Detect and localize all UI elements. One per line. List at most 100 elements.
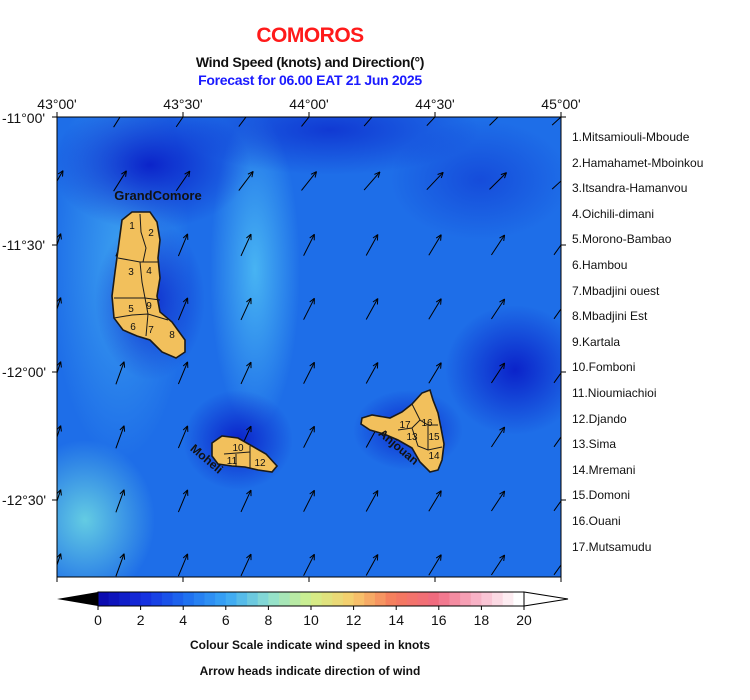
colour-scale-cell [460, 592, 472, 606]
wind-arrow [365, 234, 379, 256]
colour-scale-caption: Colour Scale indicate wind speed in knot… [189, 638, 431, 652]
colour-scale-cell [225, 592, 237, 606]
colour-scale-cell [268, 592, 280, 606]
wind-arrow [363, 171, 381, 191]
colour-scale-tick-label: 0 [94, 612, 102, 628]
colour-scale-cell [311, 592, 323, 606]
legend-item: 15.Domoni [572, 488, 631, 503]
wind-arrow [240, 553, 252, 577]
wind-arrow [303, 233, 315, 256]
wind-arrow [115, 553, 126, 577]
colour-scale-tick-label: 2 [137, 612, 145, 628]
wind-arrow [240, 361, 252, 385]
axis-ticks [52, 112, 566, 582]
region-number: 5 [128, 304, 134, 315]
wind-arrow [57, 170, 64, 183]
wind-arrow [240, 297, 252, 321]
legend-item: 17.Mutsamudu [572, 539, 652, 554]
lat-tick-label: -12°30' [2, 492, 47, 508]
colour-scale-tick-label: 8 [265, 612, 273, 628]
wind-arrow [303, 425, 315, 448]
island-anjouan [360, 388, 445, 473]
colour-scale-cell [98, 592, 110, 606]
wind-arrow [175, 170, 191, 192]
colour-scale-cell [289, 592, 301, 606]
wind-arrow [490, 554, 506, 576]
legend-item: 4.Oichili-dimani [572, 206, 655, 221]
legend-item: 1.Mitsamiouli-Mboude [572, 130, 690, 144]
colour-scale-high-cap [523, 591, 569, 607]
wind-arrow [177, 489, 189, 513]
legend-item: 16.Ouani [572, 513, 621, 528]
colour-scale-cell [119, 592, 131, 606]
wind-arrow [428, 362, 442, 384]
region-number: 8 [169, 330, 175, 341]
colour-scale-cell [502, 592, 514, 606]
lon-tick-label: 44°00' [289, 96, 329, 112]
wind-arrow [177, 233, 189, 257]
wind-arrow [426, 117, 436, 127]
region-number: 3 [128, 267, 134, 278]
wind-arrow [553, 564, 561, 576]
wind-arrow [113, 117, 121, 128]
legend-item: 10.Fomboni [572, 360, 636, 375]
island-grande-comore [111, 211, 186, 359]
region-number: 6 [130, 322, 136, 333]
legend-item: 12.Djando [572, 411, 627, 426]
wind-arrow [177, 553, 189, 577]
region-number: 17 [399, 420, 411, 431]
region-number: 1 [129, 221, 135, 232]
colour-scale-cell [470, 592, 482, 606]
colour-scale-cell [364, 592, 376, 606]
colour-scale-cell [151, 592, 163, 606]
colour-scale-cell [374, 592, 387, 606]
wind-arrow [365, 554, 379, 576]
wind-arrow [490, 234, 506, 256]
wind-arrow [490, 426, 506, 448]
colour-scale-cell [204, 592, 216, 606]
legend-item: 9.Kartala [572, 334, 621, 349]
colour-scale-tick-label: 6 [222, 612, 230, 628]
legend-item: 2.Hamahamet-Mboinkou [572, 155, 704, 170]
colour-scale-tick-label: 12 [346, 612, 362, 628]
wind-arrow [115, 361, 126, 385]
wind-arrow [363, 117, 373, 127]
lon-tick-label: 43°30' [163, 96, 203, 112]
island-moheli [211, 435, 279, 473]
district-legend: 1.Mitsamiouli-Mboude 2.Hamahamet-Mboinkou… [572, 125, 703, 560]
colour-scale-tick-label: 14 [388, 612, 404, 628]
colour-scale-cell [513, 592, 525, 606]
colour-scale-cell [247, 592, 259, 606]
colour-scale-cell [449, 592, 461, 606]
colour-scale-cell [161, 592, 174, 606]
wind-arrow [428, 554, 442, 576]
colour-scale-cell [342, 592, 355, 606]
region-number: 4 [146, 266, 152, 277]
colour-scale-cell [406, 592, 418, 606]
wind-arrow [428, 234, 442, 256]
wind-arrow [553, 500, 561, 512]
wind-arrow [553, 436, 561, 448]
wind-arrow [115, 425, 126, 449]
wind-arrow [365, 362, 379, 384]
wind-arrow [553, 244, 561, 256]
colour-scale-cell [172, 592, 184, 606]
legend-item: 8.Mbadjini Est [572, 309, 648, 324]
colour-scale-tick-label: 16 [431, 612, 447, 628]
wind-arrow [490, 298, 506, 320]
wind-arrow [553, 372, 561, 384]
colour-scale-cell [279, 592, 291, 606]
legend-item: 5.Morono-Bambao [572, 232, 672, 247]
wind-arrow [177, 361, 189, 385]
wind-arrow [428, 298, 442, 320]
colour-scale: 0 2 4 6 8 10 12 14 16 18 20 [57, 591, 569, 628]
map-subtitle: Wind Speed (knots) and Direction(°) [195, 54, 425, 70]
lat-tick-label: -11°30' [2, 237, 46, 253]
wind-arrow [489, 117, 499, 126]
region-number: 9 [146, 301, 152, 312]
colour-scale-cell [481, 592, 493, 606]
legend-item: 11.Nioumiachioi [572, 385, 657, 400]
colour-scale-low-cap [57, 592, 98, 606]
wind-arrow [428, 490, 442, 512]
